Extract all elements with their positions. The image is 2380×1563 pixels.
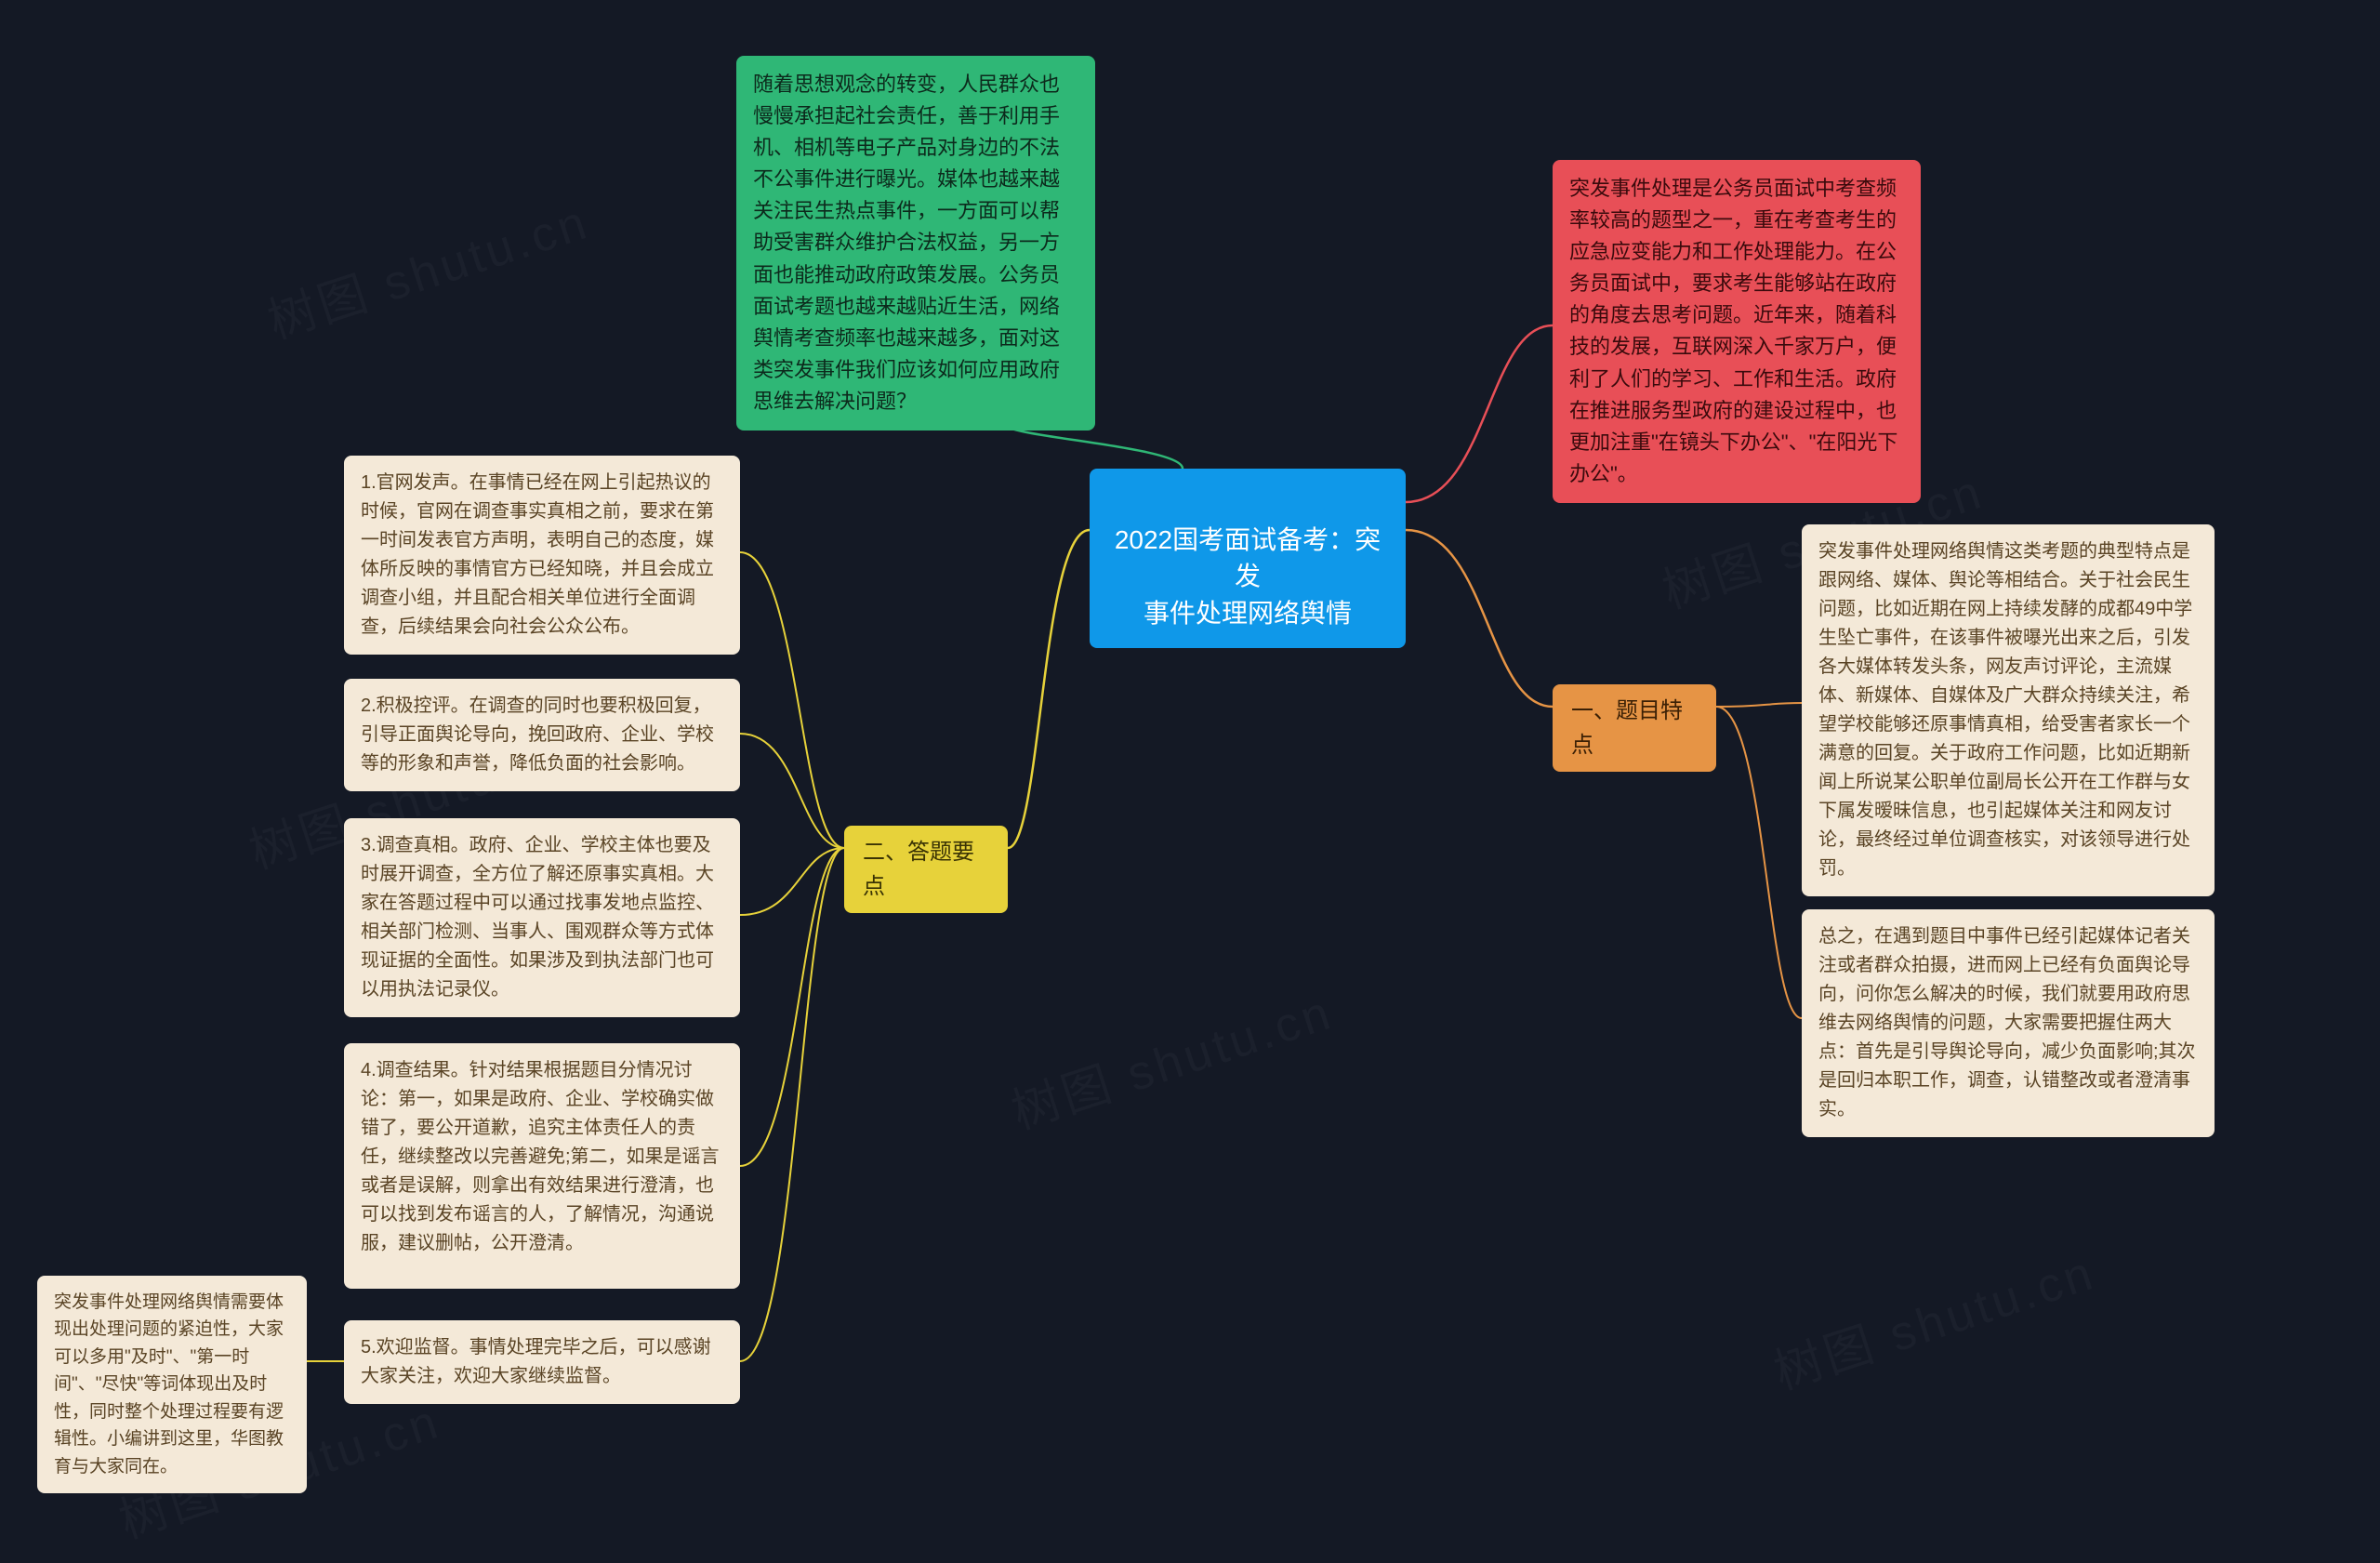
right-child-1[interactable]: 突发事件处理网络舆情这类考题的典型特点是跟网络、媒体、舆论等相结合。关于社会民生… (1802, 524, 2215, 896)
watermark: 树图 shutu.cn (258, 182, 597, 351)
intro-green-text: 随着思想观念的转变，人民群众也慢慢承担起社会责任，善于利用手机、相机等电子产品对… (753, 73, 1060, 413)
left-child-5[interactable]: 5.欢迎监督。事情处理完毕之后，可以感谢大家关注，欢迎大家继续监督。 (344, 1320, 740, 1404)
left-child-1-text: 1.官网发声。在事情已经在网上引起热议的时候，官网在调查事实真相之前，要求在第一… (361, 472, 714, 637)
left-child-2[interactable]: 2.积极控评。在调查的同时也要积极回复，引导正面舆论导向，挽回政府、企业、学校等… (344, 679, 740, 791)
root-text: 2022国考面试备考：突发 事件处理网络舆情 (1115, 525, 1381, 627)
left-child-3[interactable]: 3.调查真相。政府、企业、学校主体也要及时展开调查，全方位了解还原事实真相。大家… (344, 818, 740, 1017)
branch-right-label: 一、题目特点 (1571, 698, 1683, 758)
left-extra-node[interactable]: 突发事件处理网络舆情需要体现出处理问题的紧迫性，大家可以多用"及时"、"第一时间… (37, 1276, 307, 1493)
left-child-4-text: 4.调查结果。针对结果根据题目分情况讨论：第一，如果是政府、企业、学校确实做错了… (361, 1060, 720, 1253)
intro-green-node[interactable]: 随着思想观念的转变，人民群众也慢慢承担起社会责任，善于利用手机、相机等电子产品对… (736, 56, 1095, 430)
branch-right[interactable]: 一、题目特点 (1553, 684, 1716, 772)
watermark: 树图 shutu.cn (1764, 1233, 2103, 1402)
left-child-5-text: 5.欢迎监督。事情处理完毕之后，可以感谢大家关注，欢迎大家继续监督。 (361, 1337, 711, 1386)
left-extra-text: 突发事件处理网络舆情需要体现出处理问题的紧迫性，大家可以多用"及时"、"第一时间… (54, 1292, 284, 1477)
mindmap-root[interactable]: 2022国考面试备考：突发 事件处理网络舆情 (1090, 469, 1406, 648)
intro-red-node[interactable]: 突发事件处理是公务员面试中考查频率较高的题型之一，重在考查考生的应急应变能力和工… (1553, 160, 1921, 503)
branch-left-label: 二、答题要点 (863, 840, 974, 899)
left-child-4[interactable]: 4.调查结果。针对结果根据题目分情况讨论：第一，如果是政府、企业、学校确实做错了… (344, 1043, 740, 1289)
right-child-2-text: 总之，在遇到题目中事件已经引起媒体记者关注或者群众拍摄，进而网上已经有负面舆论导… (1818, 926, 2196, 1119)
watermark: 树图 shutu.cn (1001, 973, 1341, 1142)
left-child-3-text: 3.调查真相。政府、企业、学校主体也要及时展开调查，全方位了解还原事实真相。大家… (361, 835, 714, 1000)
right-child-1-text: 突发事件处理网络舆情这类考题的典型特点是跟网络、媒体、舆论等相结合。关于社会民生… (1818, 541, 2192, 879)
left-child-2-text: 2.积极控评。在调查的同时也要积极回复，引导正面舆论导向，挽回政府、企业、学校等… (361, 695, 714, 774)
left-child-1[interactable]: 1.官网发声。在事情已经在网上引起热议的时候，官网在调查事实真相之前，要求在第一… (344, 456, 740, 655)
intro-red-text: 突发事件处理是公务员面试中考查频率较高的题型之一，重在考查考生的应急应变能力和工… (1569, 177, 1897, 485)
right-child-2[interactable]: 总之，在遇到题目中事件已经引起媒体记者关注或者群众拍摄，进而网上已经有负面舆论导… (1802, 909, 2215, 1137)
branch-left[interactable]: 二、答题要点 (844, 826, 1008, 913)
